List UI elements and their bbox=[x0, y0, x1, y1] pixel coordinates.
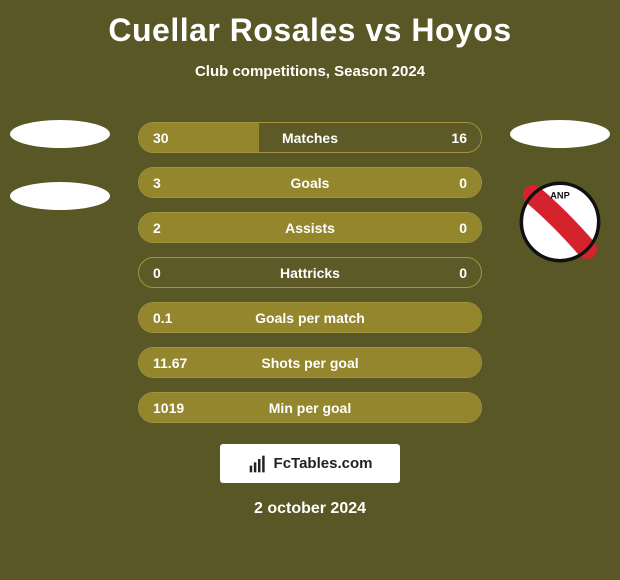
stat-left-value: 1019 bbox=[153, 400, 184, 416]
brand-text: FcTables.com bbox=[274, 455, 373, 472]
stat-row: 11.67 Shots per goal bbox=[138, 347, 482, 378]
stat-left-value: 0 bbox=[153, 265, 161, 281]
right-player-badges: ANP bbox=[510, 120, 610, 262]
left-player-photo-placeholder bbox=[10, 120, 110, 148]
stat-label: Hattricks bbox=[280, 265, 340, 281]
right-club-logo: ANP bbox=[510, 182, 610, 262]
chart-icon bbox=[248, 454, 268, 474]
stat-left-value: 11.67 bbox=[153, 355, 187, 371]
subtitle: Club competitions, Season 2024 bbox=[0, 63, 620, 80]
stats-table: 30 Matches 16 3 Goals 0 2 Assists 0 0 Hattricks 0 0.… bbox=[138, 122, 482, 423]
stat-row: 1019 Min per goal bbox=[138, 392, 482, 423]
stat-label: Assists bbox=[285, 220, 335, 236]
page-title: Cuellar Rosales vs Hoyos bbox=[0, 0, 620, 49]
club-shield-icon: ANP bbox=[518, 180, 602, 264]
date-text: 2 october 2024 bbox=[0, 500, 620, 518]
stat-label: Shots per goal bbox=[261, 355, 358, 371]
stat-right-value: 0 bbox=[459, 220, 467, 236]
left-player-badges bbox=[10, 120, 110, 210]
left-club-logo-placeholder bbox=[10, 182, 110, 210]
stat-right-value: 0 bbox=[459, 265, 467, 281]
stat-row: 30 Matches 16 bbox=[138, 122, 482, 153]
stat-left-value: 3 bbox=[153, 175, 161, 191]
svg-text:ANP: ANP bbox=[550, 190, 570, 200]
stat-label: Goals per match bbox=[255, 310, 365, 326]
brand-badge[interactable]: FcTables.com bbox=[220, 444, 400, 483]
stat-left-value: 2 bbox=[153, 220, 161, 236]
stat-row: 0.1 Goals per match bbox=[138, 302, 482, 333]
right-player-photo-placeholder bbox=[510, 120, 610, 148]
stat-row: 0 Hattricks 0 bbox=[138, 257, 482, 288]
stat-right-value: 0 bbox=[459, 175, 467, 191]
stat-row: 2 Assists 0 bbox=[138, 212, 482, 243]
stat-label: Goals bbox=[291, 175, 330, 191]
stat-left-value: 0.1 bbox=[153, 310, 172, 326]
stat-label: Min per goal bbox=[269, 400, 351, 416]
stat-right-value: 16 bbox=[451, 130, 467, 146]
stat-row: 3 Goals 0 bbox=[138, 167, 482, 198]
stat-label: Matches bbox=[282, 130, 338, 146]
stat-left-value: 30 bbox=[153, 130, 169, 146]
